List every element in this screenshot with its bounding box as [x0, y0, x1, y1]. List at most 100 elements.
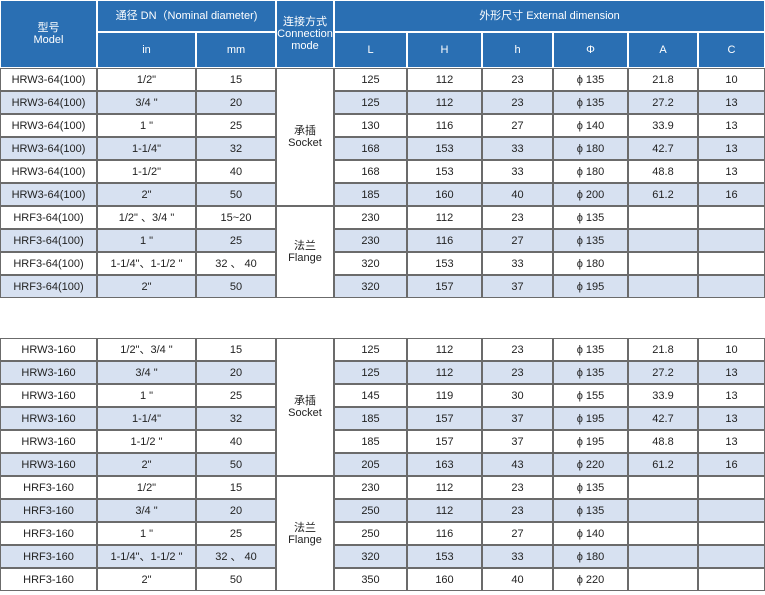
- model-cell: HRW3-160: [0, 430, 97, 453]
- a-cell: 21.8: [628, 68, 698, 91]
- mm-cell: 32: [196, 407, 276, 430]
- empty-cell: [698, 499, 765, 522]
- in-cell: 1-1/4"、1-1/2 ": [97, 252, 196, 275]
- cell-text: 2": [141, 280, 152, 293]
- cell-text: 2": [141, 573, 152, 586]
- l-cell: 125: [334, 68, 407, 91]
- cell-text: 27.2: [652, 366, 674, 379]
- cell-text: 320: [361, 280, 380, 293]
- cell-text: Flange: [288, 252, 322, 264]
- cell-text: 27: [511, 119, 524, 132]
- h2-cell: 23: [482, 91, 553, 114]
- cell-text: 1/2"、3/4 ": [120, 343, 173, 356]
- mm-cell: 25: [196, 114, 276, 137]
- c-cell: 13: [698, 114, 765, 137]
- cell-text: 33: [511, 257, 524, 270]
- cell-text: 20: [229, 504, 243, 517]
- c-cell: 16: [698, 453, 765, 476]
- phi-cell: ϕ 195: [553, 275, 628, 298]
- c-cell: 10: [698, 68, 765, 91]
- cell-text: 116: [435, 527, 454, 540]
- model-cell: HRW3-160: [0, 407, 97, 430]
- h-cell: 116: [407, 229, 482, 252]
- h-cell: 112: [407, 206, 482, 229]
- cell-text: 37: [511, 412, 524, 425]
- cell-text: 119: [435, 389, 454, 402]
- model-cell: HRW3-160: [0, 453, 97, 476]
- cell-text: 法兰: [294, 240, 316, 252]
- cell-text: ϕ 135: [576, 366, 605, 379]
- cell-text: ϕ 195: [576, 412, 605, 425]
- phi-cell: ϕ 180: [553, 252, 628, 275]
- cell-text: HRW3-64(100): [11, 165, 86, 178]
- header-text: 型号: [37, 22, 60, 34]
- phi-cell: ϕ 180: [553, 545, 628, 568]
- cell-text: 153: [435, 550, 454, 563]
- cell-text: 15: [229, 73, 243, 86]
- l-cell: 185: [334, 430, 407, 453]
- a-cell: 42.7: [628, 137, 698, 160]
- in-cell: 1 ": [97, 114, 196, 137]
- cell-text: 153: [435, 257, 454, 270]
- cell-text: 13: [725, 119, 738, 132]
- cell-text: A: [659, 44, 667, 56]
- model-cell: HRW3-160: [0, 361, 97, 384]
- c-cell: 13: [698, 361, 765, 384]
- mm-cell: 32 、 40: [196, 545, 276, 568]
- empty-cell: [628, 499, 698, 522]
- cell-text: 230: [361, 211, 380, 224]
- cell-text: 13: [725, 96, 738, 109]
- cell-text: 61.2: [652, 188, 674, 201]
- cell-text: 1 ": [139, 527, 154, 540]
- l-cell: 168: [334, 137, 407, 160]
- cell-text: 32 、 40: [215, 550, 257, 563]
- h2-cell: 43: [482, 453, 553, 476]
- h2-cell: 23: [482, 206, 553, 229]
- cell-text: HRW3-64(100): [11, 142, 86, 155]
- cell-text: 1 ": [139, 119, 154, 132]
- phi-cell: ϕ 135: [553, 91, 628, 114]
- cell-text: ϕ 155: [576, 389, 605, 402]
- external-header: 外形尺寸 External dimension: [334, 0, 765, 32]
- cell-text: ϕ 135: [576, 504, 605, 517]
- cell-text: 185: [361, 412, 380, 425]
- mm-cell: 50: [196, 568, 276, 591]
- cell-text: 27: [511, 527, 524, 540]
- empty-cell: [628, 476, 698, 499]
- l-cell: 145: [334, 384, 407, 407]
- phi-cell: ϕ 135: [553, 338, 628, 361]
- c-cell: 13: [698, 430, 765, 453]
- in-cell: 1/2" 、3/4 ": [97, 206, 196, 229]
- cell-text: 42.7: [652, 412, 674, 425]
- cell-text: HRW3-160: [21, 412, 76, 425]
- cell-text: HRW3-64(100): [11, 96, 86, 109]
- cell-text: 112: [435, 73, 454, 86]
- h2-cell: 37: [482, 430, 553, 453]
- cell-text: 350: [361, 573, 380, 586]
- h-cell: 112: [407, 91, 482, 114]
- c-cell: 13: [698, 384, 765, 407]
- empty-cell: [698, 275, 765, 298]
- h-cell: 116: [407, 114, 482, 137]
- cell-text: HRW3-64(100): [11, 73, 86, 86]
- a-cell: 61.2: [628, 453, 698, 476]
- a-cell: 21.8: [628, 338, 698, 361]
- cell-text: Φ: [586, 44, 595, 56]
- h-cell: 153: [407, 545, 482, 568]
- cell-text: ϕ 140: [576, 527, 605, 540]
- cell-text: 15~20: [220, 211, 252, 224]
- h-cell: 112: [407, 361, 482, 384]
- dim-header: Φ: [553, 32, 628, 68]
- phi-cell: ϕ 180: [553, 160, 628, 183]
- cell-text: 25: [229, 527, 243, 540]
- cell-text: 13: [725, 142, 738, 155]
- l-cell: 125: [334, 338, 407, 361]
- cell-text: 43: [511, 458, 524, 471]
- connection-cell: 法兰 Flange: [276, 206, 334, 298]
- h-cell: 112: [407, 476, 482, 499]
- dim-header: L: [334, 32, 407, 68]
- cell-text: 250: [361, 504, 380, 517]
- in-cell: 1 ": [97, 522, 196, 545]
- cell-text: HRW3-64(100): [11, 188, 86, 201]
- cell-text: 21.8: [652, 73, 674, 86]
